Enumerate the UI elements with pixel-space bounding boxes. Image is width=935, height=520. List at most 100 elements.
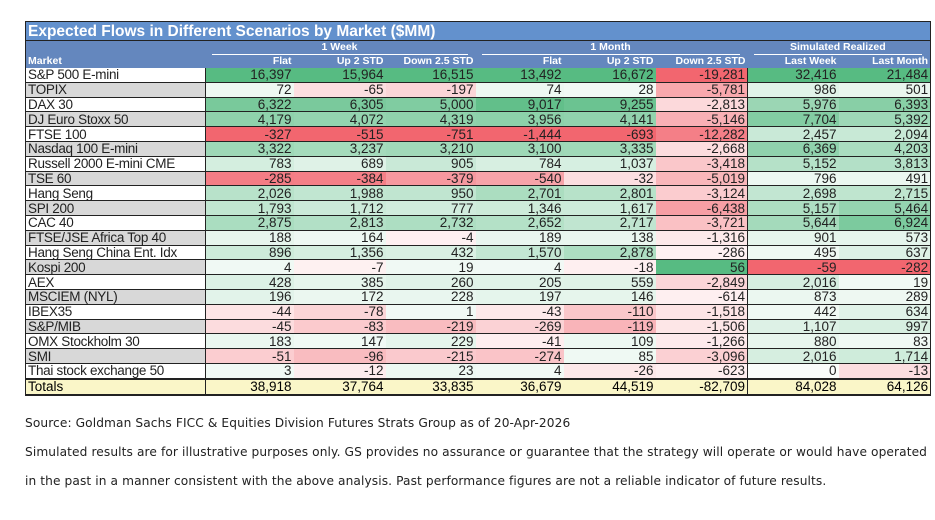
value-cell: -78 [293, 304, 386, 320]
value-cell: 4,072 [293, 111, 386, 128]
value-cell: 32,416 [747, 68, 839, 83]
total-value: 36,679 [475, 377, 564, 396]
value-cell: 442 [747, 304, 839, 320]
value-cell: -3,721 [655, 215, 748, 231]
value-cell: -1,266 [655, 333, 748, 350]
value-cell: -623 [655, 363, 748, 380]
value-cell: 228 [385, 289, 476, 305]
value-cell: -65 [293, 82, 386, 98]
value-cell: -2,849 [655, 274, 748, 290]
value-cell: -215 [385, 348, 476, 364]
value-cell: 986 [747, 82, 839, 98]
value-cell: -51 [205, 348, 294, 364]
total-value: 38,918 [205, 377, 294, 396]
value-cell: 1,346 [475, 200, 564, 216]
table-row: S&P/MIB -45 -83 -219 -269 -119 -1,506 1,107 997 [25, 319, 931, 335]
value-cell: 491 [838, 171, 931, 187]
market-name: SPI 200 [25, 200, 206, 216]
value-cell: 2,701 [475, 185, 564, 202]
market-name: OMX Stockholm 30 [25, 333, 206, 350]
value-cell: 4,141 [563, 111, 656, 128]
value-cell: 2,813 [293, 215, 386, 231]
total-value: 37,764 [293, 377, 386, 396]
value-cell: -45 [205, 319, 294, 335]
value-cell: 205 [475, 274, 564, 290]
value-cell: 3,335 [563, 141, 656, 157]
value-cell: -3,124 [655, 185, 748, 202]
value-cell: 6,393 [838, 97, 931, 113]
market-name: AEX [25, 274, 206, 290]
value-cell: 28 [563, 82, 656, 98]
table-row: DAX 30 6,322 6,305 5,000 9,017 9,255 -2,813 5,9… [25, 97, 931, 113]
value-cell: 15,964 [293, 68, 386, 83]
value-cell: 2,732 [385, 215, 476, 231]
value-cell: -3,096 [655, 348, 748, 364]
value-cell: 74 [475, 82, 564, 98]
value-cell: 905 [385, 156, 476, 172]
value-cell: -110 [563, 304, 656, 320]
value-cell: 16,515 [385, 68, 476, 83]
value-cell: 997 [838, 319, 931, 335]
totals-row: Totals 38,918 37,764 33,835 36,679 44,519 -82,… [25, 377, 931, 396]
market-name: Hang Seng [25, 185, 206, 202]
value-cell: 229 [385, 333, 476, 350]
market-name: TOPIX [25, 82, 206, 98]
value-cell: 689 [293, 156, 386, 172]
value-cell: 189 [475, 230, 564, 246]
value-cell: -26 [563, 363, 656, 380]
value-cell: 950 [385, 185, 476, 202]
value-cell: 16,397 [205, 68, 294, 83]
value-cell: 23 [385, 363, 476, 380]
value-cell: -44 [205, 304, 294, 320]
value-cell: 19 [385, 259, 476, 276]
value-cell: 2,026 [205, 185, 294, 202]
totals-label: Totals [25, 377, 206, 396]
value-cell: 2,457 [747, 126, 839, 142]
value-cell: -1,444 [475, 126, 564, 142]
col-last-week: Last Week [747, 55, 839, 68]
col-month-flat: Flat [475, 55, 564, 68]
value-cell: 3,813 [838, 156, 931, 172]
table-row: Hang Seng China Ent. Idx 896 1,356 432 1,570… [25, 245, 931, 261]
value-cell: -19,281 [655, 68, 748, 83]
value-cell: 83 [838, 333, 931, 350]
group-simulated-realized: Simulated Realized [747, 40, 931, 55]
table-row: Nasdaq 100 E-mini 3,322 3,237 3,210 3,100 3,3… [25, 141, 931, 157]
col-week-flat: Flat [205, 55, 294, 68]
value-cell: -1,506 [655, 319, 748, 335]
disclaimer-line-1: Simulated results are for illustrative p… [25, 445, 928, 459]
col-week-down: Down 2.5 STD [385, 55, 476, 68]
table-row: TSE 60 -285 -384 -379 -540 -32 -5,019 796 491 [25, 171, 931, 187]
value-cell: -751 [385, 126, 476, 142]
value-cell: 0 [747, 363, 839, 380]
value-cell: -274 [475, 348, 564, 364]
value-cell: 2,717 [563, 215, 656, 231]
total-value: -82,709 [655, 377, 748, 396]
value-cell: 1,037 [563, 156, 656, 172]
expected-flows-table: Expected Flows in Different Scenarios by… [25, 21, 932, 396]
value-cell: -327 [205, 126, 294, 142]
value-cell: 3,210 [385, 141, 476, 157]
table-row: FTSE 100 -327 -515 -751 -1,444 -693 -12,282 2,4… [25, 126, 931, 142]
value-cell: -5,146 [655, 111, 748, 128]
table-row: Hang Seng 2,026 1,988 950 2,701 2,801 -3,124 2,… [25, 185, 931, 202]
group-1-week: 1 Week [205, 40, 476, 55]
value-cell: 5,976 [747, 97, 839, 113]
group-1-month: 1 Month [475, 40, 748, 55]
col-market: Market [25, 55, 206, 68]
total-value: 84,028 [747, 377, 839, 396]
market-name: MSCIEM (NYL) [25, 289, 206, 305]
value-cell: -540 [475, 171, 564, 187]
market-name: SMI [25, 348, 206, 364]
value-cell: 1,988 [293, 185, 386, 202]
value-cell: 197 [475, 289, 564, 305]
value-cell: -379 [385, 171, 476, 187]
table-row: Kospi 200 4 -7 19 4 -18 56 -59 -282 [25, 259, 931, 276]
value-cell: 16,672 [563, 68, 656, 83]
value-cell: 6,305 [293, 97, 386, 113]
value-cell: -12,282 [655, 126, 748, 142]
market-name: DAX 30 [25, 97, 206, 113]
value-cell: -282 [838, 259, 931, 276]
value-cell: -13 [838, 363, 931, 380]
value-cell: -5,781 [655, 82, 748, 98]
